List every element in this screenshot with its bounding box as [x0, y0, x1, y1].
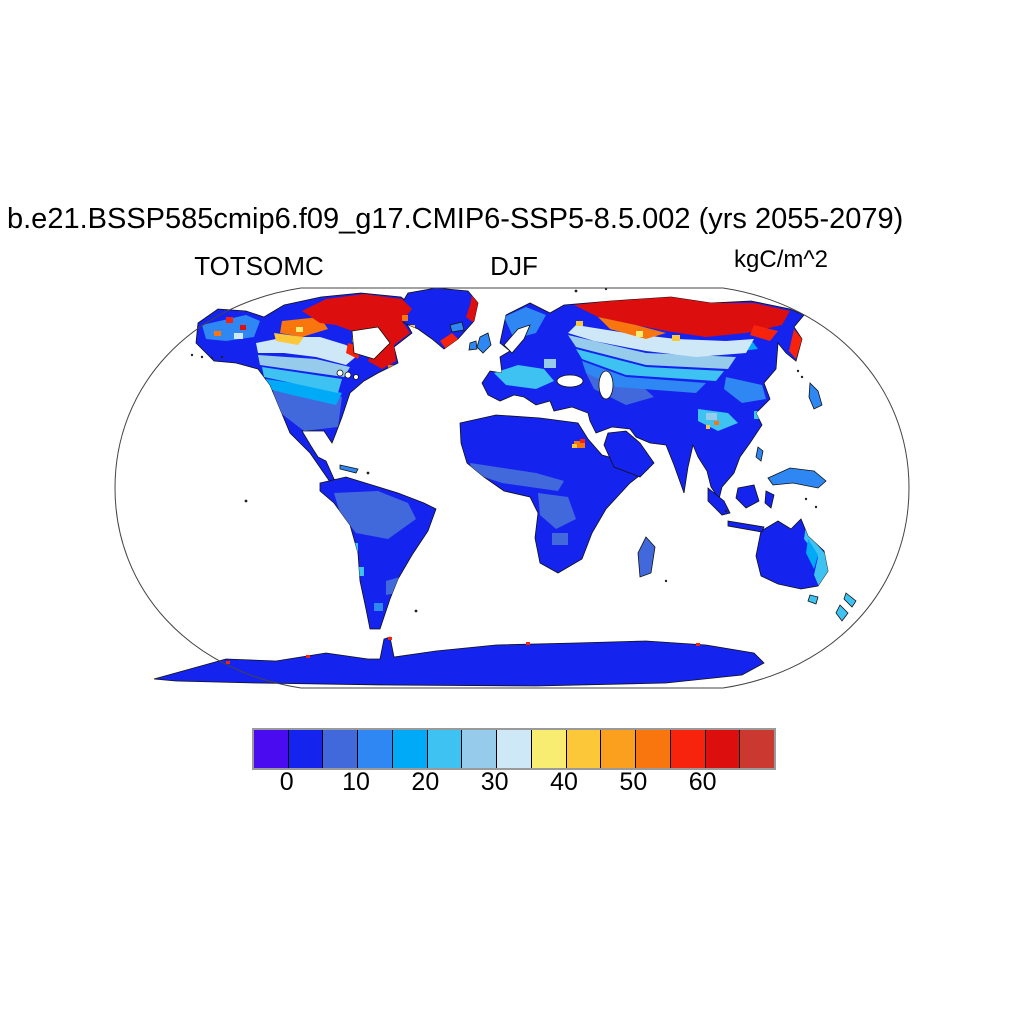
colorbar-box	[739, 730, 775, 768]
sulawesi-island	[764, 490, 775, 509]
colorbar-box	[530, 730, 566, 768]
colorbar-box	[426, 730, 462, 768]
baltic-sea	[503, 324, 531, 354]
antarctica-landmass	[153, 636, 765, 687]
small-island-specks	[190, 287, 818, 613]
new-guinea-island	[767, 467, 827, 489]
projection-outline	[114, 287, 910, 689]
colorbar-tick-label: 60	[688, 768, 717, 796]
colorbar-tick-labels: 0 10 20 30 40 50 60	[252, 768, 772, 798]
colorbar-box	[287, 730, 323, 768]
season-label: DJF	[490, 251, 538, 281]
colorbar-tick-label: 10	[342, 768, 370, 796]
africa-shading	[470, 439, 585, 545]
ireland-island	[468, 340, 478, 351]
colorbar-box	[461, 730, 497, 768]
iceland-island	[449, 321, 465, 333]
colorbar-box	[357, 730, 392, 768]
colorbar-box	[565, 730, 601, 768]
hudson-bay	[351, 326, 391, 360]
greenland-landmass	[395, 287, 479, 350]
colorbar	[252, 728, 776, 770]
new-zealand-north-island	[843, 592, 857, 608]
great-lakes	[344, 371, 352, 379]
cuba-island	[339, 464, 359, 474]
colorbar-box	[496, 730, 531, 768]
colorbar-tick-label: 40	[550, 768, 578, 796]
colorbar-tick-label: 0	[279, 768, 294, 796]
black-sea	[556, 374, 584, 388]
australia-shading	[804, 525, 828, 589]
new-zealand-south-island	[835, 604, 849, 622]
antarctica-coast-specks	[226, 637, 700, 664]
units-label: kgC/m^2	[734, 246, 828, 273]
colorbar-tick-label: 30	[480, 768, 509, 796]
japan-islands	[808, 382, 823, 410]
colorbar-box	[254, 730, 288, 768]
colorbar-tick-label: 20	[411, 768, 440, 796]
colorbar-box	[600, 730, 636, 768]
colorbar-box	[322, 730, 358, 768]
great-lakes	[353, 374, 359, 380]
madagascar-island	[637, 536, 656, 578]
colorbar-box	[391, 730, 427, 768]
colorbar-box	[704, 730, 740, 768]
colorbar-tick-label: 50	[619, 768, 648, 796]
philippines-islands	[755, 446, 764, 462]
colorbar-box	[635, 730, 670, 768]
great-lakes	[336, 369, 344, 377]
tasmania-island	[807, 594, 819, 605]
world-map	[106, 281, 918, 695]
variable-label: TOTSOMC	[194, 251, 324, 281]
borneo-island	[735, 484, 760, 509]
colorbar-box	[669, 730, 705, 768]
sumatra-island	[707, 487, 731, 516]
britain-island	[476, 332, 492, 354]
page-title: b.e21.BSSP585cmip6.f09_g17.CMIP6-SSP5-8.…	[7, 203, 904, 235]
java-island	[727, 520, 765, 533]
caspian-sea	[598, 370, 614, 400]
